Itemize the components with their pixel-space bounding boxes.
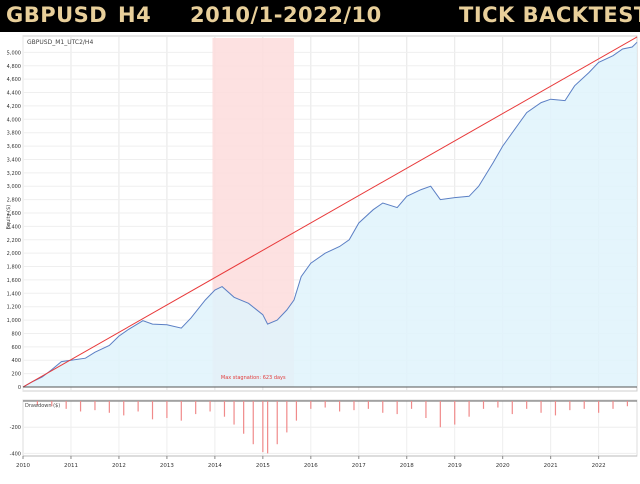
y-tick-label-2: 400 bbox=[11, 358, 21, 364]
y-tick-label-0: 0 bbox=[18, 385, 21, 391]
y-tick-label-16: 3,200 bbox=[7, 171, 21, 177]
y-tick-label-15: 3,000 bbox=[7, 184, 21, 190]
y-tick-label-23: 4,600 bbox=[7, 77, 21, 83]
x-tick-label-10: 2020 bbox=[496, 463, 510, 469]
y-tick-label-3: 600 bbox=[11, 345, 21, 351]
y-tick-label-9: 1,800 bbox=[7, 265, 21, 271]
x-tick-label-4: 2014 bbox=[208, 463, 222, 469]
x-tick-label-9: 2019 bbox=[448, 463, 462, 469]
y-tick-label-11: 2,200 bbox=[7, 238, 21, 244]
x-tick-label-11: 2021 bbox=[544, 463, 558, 469]
y-tick-label-5: 1,000 bbox=[7, 318, 21, 324]
currency-pair: GBPUSD bbox=[6, 3, 108, 27]
drawdown-plot-frame bbox=[22, 399, 638, 457]
stagnation-label: Max stagnation: 623 days bbox=[221, 375, 286, 381]
x-tick-label-3: 2013 bbox=[160, 463, 174, 469]
y-tick-label-14: 2,800 bbox=[7, 198, 21, 204]
equity-chart: 0 200 400 600 800 1,000 1,200 1,400 1,600 1,800 2,… bbox=[6, 35, 638, 392]
y-tick-label-6: 1,200 bbox=[7, 305, 21, 311]
chart-title: GBPUSD_M1_UTC2/H4 bbox=[27, 39, 93, 46]
equity-area bbox=[23, 42, 637, 388]
backtest-chart: 0 200 400 600 800 1,000 1,200 1,400 1,600 1,800 2,… bbox=[0, 32, 640, 480]
equity-line bbox=[22, 41, 638, 388]
trend-line bbox=[22, 36, 638, 388]
drawdown-label: Drawdown ($) bbox=[25, 403, 60, 409]
y-tick-label-22: 4,400 bbox=[7, 91, 21, 97]
y-tick-label-8: 1,600 bbox=[7, 278, 21, 284]
y-tick-label-19: 3,800 bbox=[7, 131, 21, 137]
y-tick-label-25: 5,000 bbox=[7, 50, 21, 56]
x-axis: 2010 2011 2012 2013 2014 2015 2016 2017 2018 2019… bbox=[16, 455, 637, 469]
x-tick-label-12: 2022 bbox=[592, 463, 606, 469]
drawdown-chart: -200 -400 Drawdown ($) bbox=[10, 399, 638, 457]
y-tick-label-24: 4,800 bbox=[7, 64, 21, 70]
x-tick-label-2: 2012 bbox=[112, 463, 126, 469]
x-tick-label-7: 2017 bbox=[352, 463, 366, 469]
y-axis-label: Equity ($) bbox=[6, 205, 12, 230]
y-tick-label-12: 2,400 bbox=[7, 224, 21, 230]
y-tick-label-18: 3,600 bbox=[7, 144, 21, 150]
y-tick-label-21: 4,200 bbox=[7, 104, 21, 110]
x-tick-label-5: 2015 bbox=[256, 463, 270, 469]
header-bar: GBPUSD H4 2010/1-2022/10 TICK BACKTEST bbox=[0, 0, 640, 32]
timeframe: H4 bbox=[118, 3, 152, 27]
x-tick-label-8: 2018 bbox=[400, 463, 414, 469]
backtest-mode: TICK BACKTEST bbox=[459, 3, 640, 27]
y-tick-label-10: 2,000 bbox=[7, 251, 21, 257]
x-tick-label-1: 2011 bbox=[64, 463, 78, 469]
y-tick-label-4: 800 bbox=[11, 331, 21, 337]
dd-y-tick-label-1: -400 bbox=[10, 451, 21, 457]
dd-y-tick-label-0: -200 bbox=[10, 425, 21, 431]
y-tick-label-20: 4,000 bbox=[7, 117, 21, 123]
y-tick-label-13: 2,600 bbox=[7, 211, 21, 217]
x-tick-label-6: 2016 bbox=[304, 463, 318, 469]
y-tick-label-17: 3,400 bbox=[7, 157, 21, 163]
y-tick-label-7: 1,400 bbox=[7, 291, 21, 297]
test-period: 2010/1-2022/10 bbox=[190, 3, 382, 27]
x-tick-label-0: 2010 bbox=[16, 463, 30, 469]
y-tick-label-1: 200 bbox=[11, 372, 21, 378]
